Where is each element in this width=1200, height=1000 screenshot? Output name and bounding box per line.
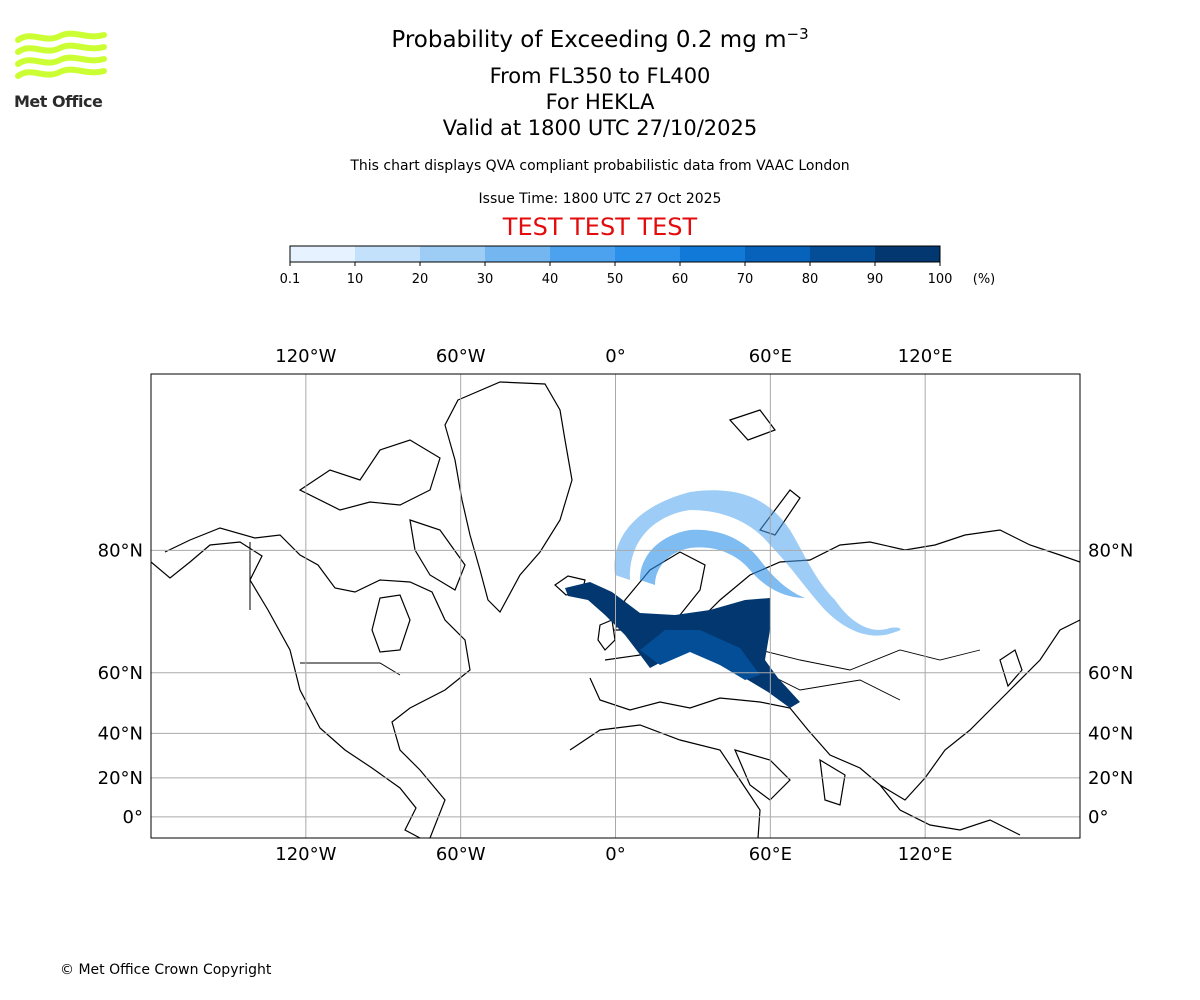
colorbar-tick-label: 0.1 <box>280 272 301 287</box>
colorbar-unit: (%) <box>973 272 996 287</box>
colorbar-tick-label: 90 <box>867 272 884 287</box>
british-isles <box>597 619 616 651</box>
colorbar-tick-label: 10 <box>347 272 364 287</box>
ash-plume-fringe <box>614 490 901 636</box>
svalbard <box>728 409 776 441</box>
lon-label-bottom: 120°E <box>898 844 953 865</box>
met-office-logo-text: Met Office <box>14 92 103 111</box>
ash-plume-core-south <box>640 630 760 680</box>
lon-label-bottom: 120°W <box>275 844 336 865</box>
lat-label-right: 40°N <box>1088 723 1133 744</box>
colorbar-cell <box>420 246 485 262</box>
valid-time: Valid at 1800 UTC 27/10/2025 <box>442 116 758 140</box>
copyright: © Met Office Crown Copyright <box>60 962 272 978</box>
colorbar-tick-label: 100 <box>928 272 953 287</box>
colorbar-tick-label: 30 <box>477 272 494 287</box>
colorbar-tick-label: 50 <box>607 272 624 287</box>
ash-plume-mid <box>640 529 805 598</box>
colorbar-cell <box>745 246 810 262</box>
colorbar-cell <box>550 246 615 262</box>
lon-label-bottom: 0° <box>605 844 625 865</box>
greenland <box>444 381 573 613</box>
map: 120°W 60°W 0° 60°E 120°E 120°W 60°W 0° 60°E 120°… <box>98 346 1134 865</box>
met-office-logo <box>15 30 107 79</box>
lat-label-left: 60°N <box>98 663 143 684</box>
colorbar-tick-label: 40 <box>542 272 559 287</box>
lat-label-right: 60°N <box>1088 663 1133 684</box>
colorbar: 0.1 10 20 30 40 50 60 70 80 90 100 (%) <box>280 245 996 287</box>
europe-south <box>589 619 1080 801</box>
colorbar-cell <box>355 246 420 262</box>
colorbar-cell <box>680 246 745 262</box>
colorbar-cell <box>810 246 875 262</box>
us-canada-border <box>249 542 401 676</box>
lon-label-bottom: 60°E <box>749 844 792 865</box>
lon-label-top: 0° <box>605 346 625 367</box>
lon-label-top: 60°W <box>436 346 486 367</box>
issue-time: Issue Time: 1800 UTC 27 Oct 2025 <box>478 191 722 207</box>
colorbar-tick-label: 20 <box>412 272 429 287</box>
volcano-name: For HEKLA <box>545 90 655 114</box>
lon-label-top: 120°W <box>275 346 336 367</box>
lat-label-right: 80°N <box>1088 540 1133 561</box>
north-america-east-coast <box>164 527 471 838</box>
southeast-asia <box>879 784 1021 836</box>
colorbar-cell <box>485 246 550 262</box>
map-frame <box>150 373 1081 839</box>
lon-label-bottom: 60°W <box>436 844 486 865</box>
africa <box>569 724 761 838</box>
gridlines <box>151 374 1080 838</box>
colorbar-tick-label: 60 <box>672 272 689 287</box>
lat-label-left: 0° <box>123 807 143 828</box>
canadian-archipelago <box>298 439 441 511</box>
japan <box>999 649 1023 688</box>
qva-note: This chart displays QVA compliant probab… <box>350 158 850 174</box>
lon-label-top: 60°E <box>749 346 792 367</box>
lat-label-left: 20°N <box>98 768 143 789</box>
test-banner: TEST TEST TEST <box>502 213 698 241</box>
hudson-bay <box>371 594 411 653</box>
lat-label-left: 40°N <box>98 723 143 744</box>
colorbar-cell <box>615 246 680 262</box>
ash-plume <box>565 490 901 708</box>
colorbar-cell <box>875 246 940 262</box>
arabia <box>733 749 791 801</box>
colorbar-tick-label: 80 <box>802 272 819 287</box>
lon-label-top: 120°E <box>898 346 953 367</box>
lat-label-left: 80°N <box>98 540 143 561</box>
flight-levels: From FL350 to FL400 <box>489 64 711 88</box>
lat-label-right: 0° <box>1088 807 1108 828</box>
india <box>819 758 846 806</box>
colorbar-tick-label: 70 <box>737 272 754 287</box>
colorbar-cell <box>290 246 355 262</box>
lat-label-right: 20°N <box>1088 768 1133 789</box>
chart-title: Probability of Exceeding 0.2 mg m−3 <box>391 25 809 53</box>
